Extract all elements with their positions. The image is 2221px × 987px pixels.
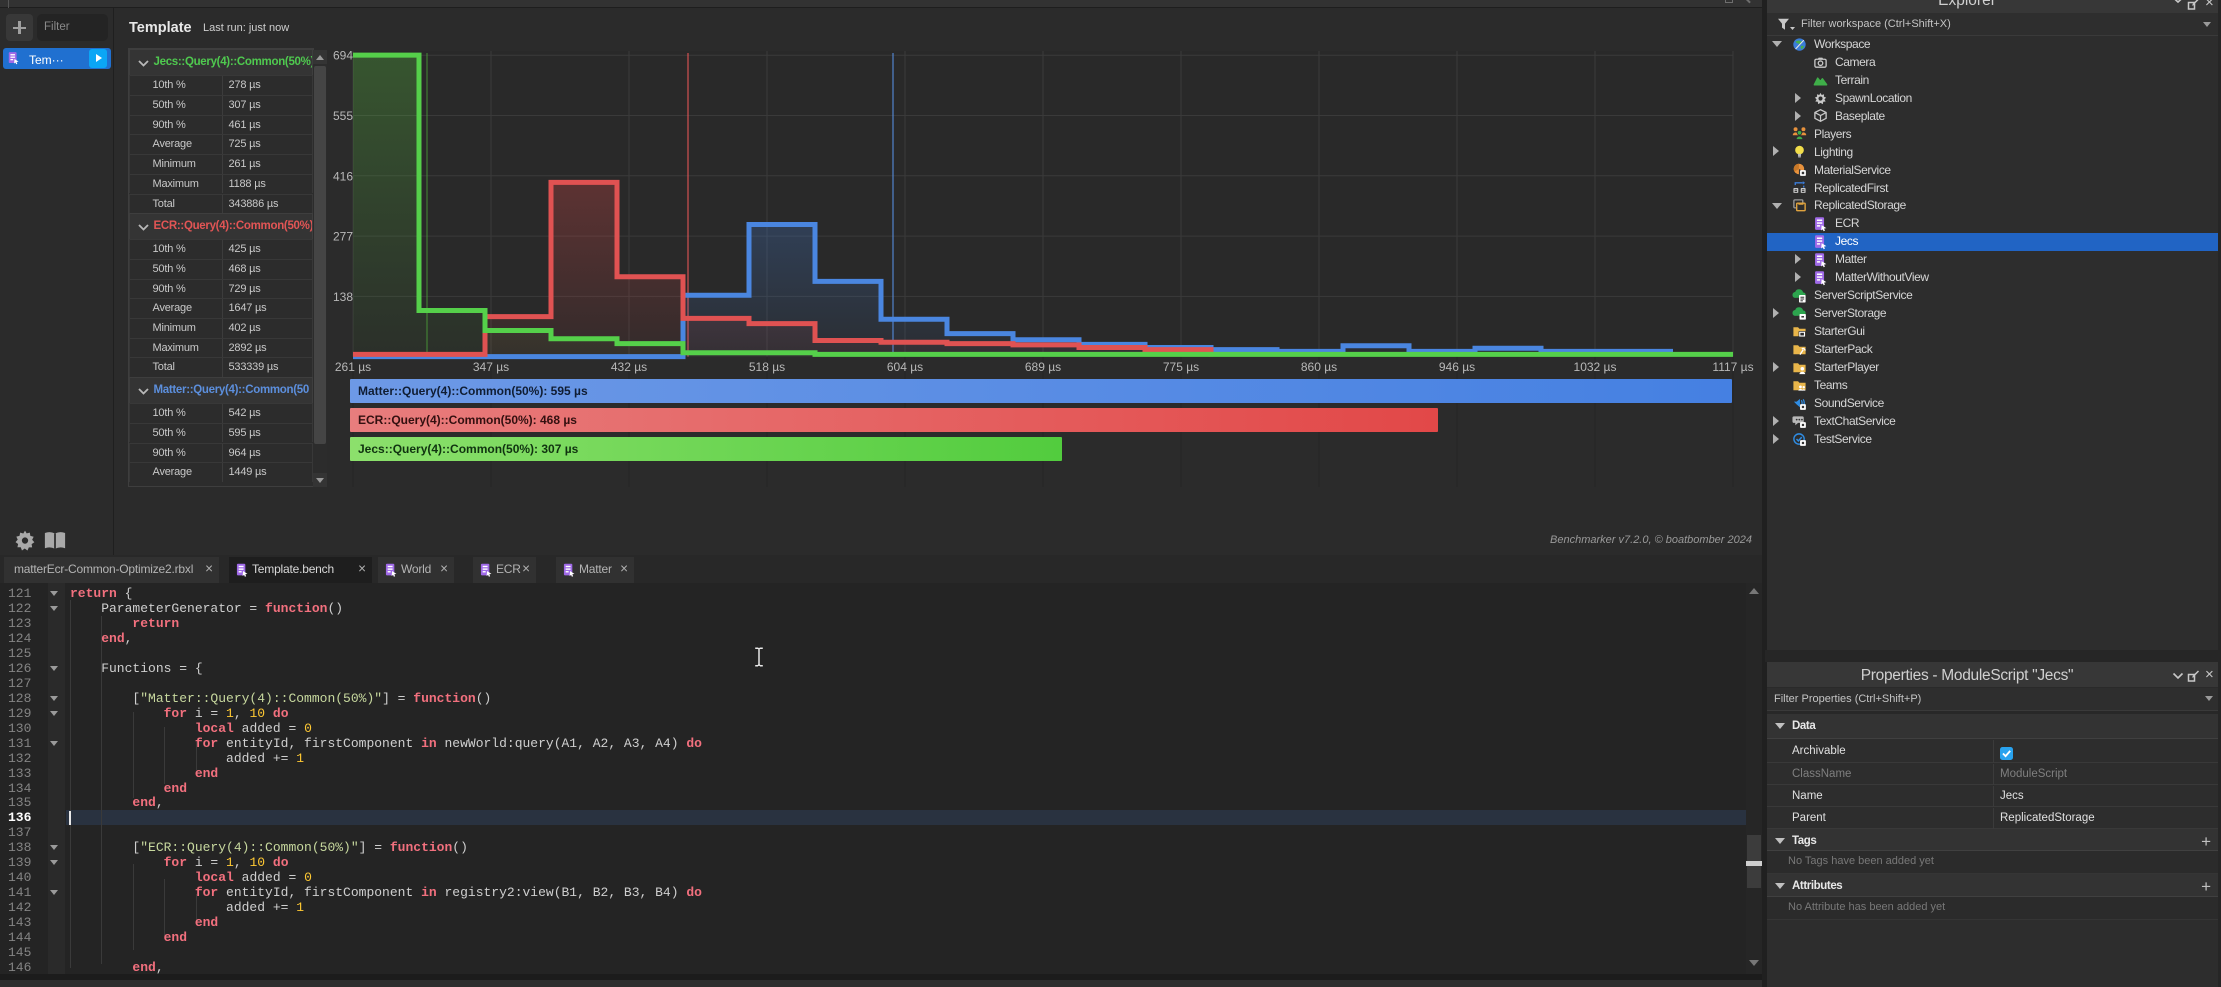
svg-text:416: 416 bbox=[333, 169, 353, 183]
svg-text:775 µs: 775 µs bbox=[1163, 360, 1199, 374]
svg-text:689 µs: 689 µs bbox=[1025, 360, 1061, 374]
svg-text:946 µs: 946 µs bbox=[1439, 360, 1475, 374]
svg-text:694: 694 bbox=[333, 49, 353, 63]
svg-text:555: 555 bbox=[333, 109, 353, 123]
svg-text:518 µs: 518 µs bbox=[749, 360, 785, 374]
svg-text:138: 138 bbox=[333, 290, 353, 304]
svg-text:1117 µs: 1117 µs bbox=[1712, 360, 1753, 374]
svg-text:604 µs: 604 µs bbox=[887, 360, 923, 374]
svg-text:1032 µs: 1032 µs bbox=[1574, 360, 1617, 374]
svg-text:432 µs: 432 µs bbox=[611, 360, 647, 374]
svg-text:347 µs: 347 µs bbox=[473, 360, 509, 374]
svg-text:277: 277 bbox=[333, 230, 353, 244]
svg-text:261 µs: 261 µs bbox=[335, 360, 371, 374]
svg-text:860 µs: 860 µs bbox=[1301, 360, 1337, 374]
